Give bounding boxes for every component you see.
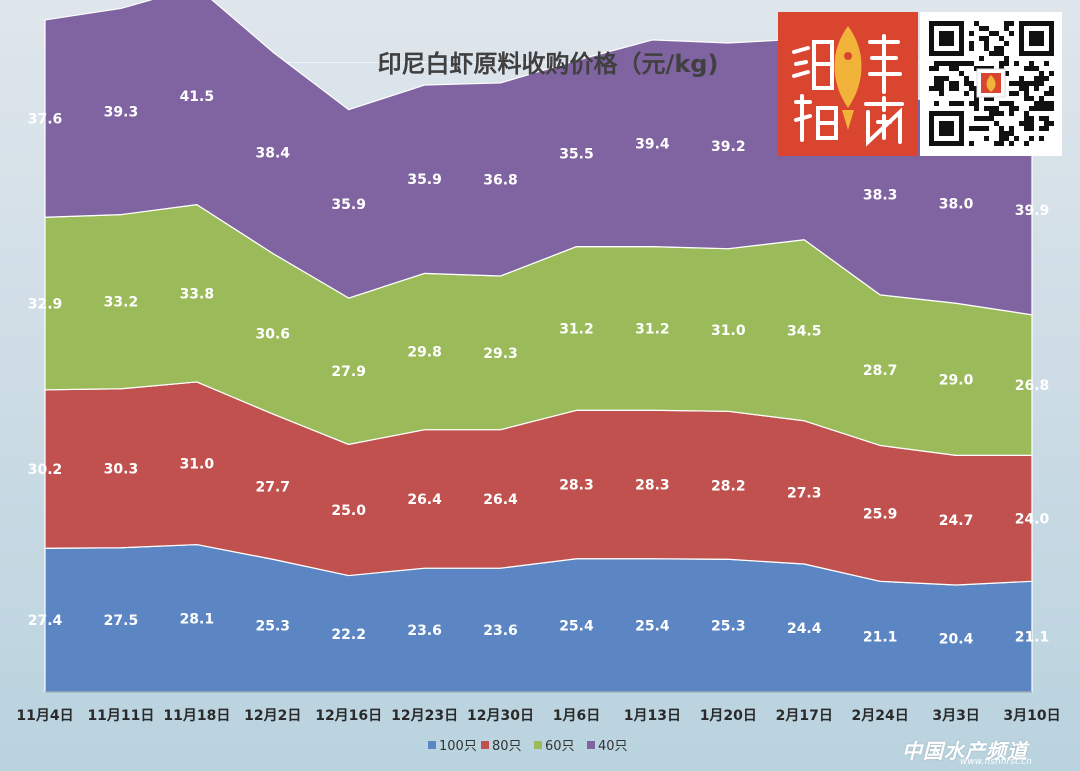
data-label: 35.9 <box>407 172 442 188</box>
data-label: 27.4 <box>28 613 63 629</box>
data-label: 28.3 <box>635 478 670 494</box>
data-label: 21.1 <box>1015 630 1050 646</box>
legend-swatch <box>481 741 489 749</box>
data-label: 28.3 <box>559 478 594 494</box>
data-label: 29.0 <box>939 372 974 388</box>
data-label: 41.5 <box>180 89 215 105</box>
x-tick-label: 1月20日 <box>700 708 757 724</box>
data-label: 34.5 <box>787 323 822 339</box>
x-tick-label: 3月10日 <box>1003 708 1060 724</box>
data-label: 25.4 <box>559 618 594 634</box>
data-label: 23.6 <box>407 623 442 639</box>
x-tick-label: 12月23日 <box>391 708 458 724</box>
data-label: 33.8 <box>180 286 215 302</box>
legend-label: 80只 <box>492 739 522 754</box>
data-labels: 27.4 27.5 28.1 25.3 22.2 23.6 23.6 25.4 25.4 25.3… <box>28 89 1050 648</box>
data-label: 30.2 <box>28 462 63 478</box>
legend-swatch <box>428 741 436 749</box>
data-label: 28.7 <box>863 363 898 379</box>
qr-code[interactable] <box>920 12 1062 156</box>
chart-title: 印尼白虾原料收购价格（元/kg) <box>378 50 719 78</box>
data-label: 30.3 <box>104 461 139 477</box>
data-label: 30.6 <box>255 327 290 343</box>
data-label: 31.0 <box>180 456 215 472</box>
data-label: 31.2 <box>559 321 594 337</box>
data-label: 25.3 <box>255 619 290 635</box>
data-label: 25.0 <box>331 503 366 519</box>
data-label: 27.7 <box>255 480 290 496</box>
legend-swatch <box>587 741 595 749</box>
data-label: 35.9 <box>331 197 366 213</box>
legend-label: 60只 <box>545 739 575 754</box>
data-label: 38.4 <box>255 146 290 162</box>
data-label: 29.3 <box>483 346 518 362</box>
data-label: 28.2 <box>711 478 746 494</box>
data-label: 27.5 <box>104 613 139 629</box>
data-label: 26.4 <box>407 492 442 508</box>
data-label: 24.4 <box>787 621 822 637</box>
data-label: 27.3 <box>787 485 822 501</box>
data-label: 20.4 <box>939 631 974 647</box>
legend-swatch <box>534 741 542 749</box>
watermark-text: 中国水产频道 <box>902 739 1028 763</box>
watermark-url: www.fishfirst.cn <box>960 757 1032 767</box>
data-label: 28.1 <box>180 611 215 627</box>
data-label: 39.2 <box>711 139 746 155</box>
data-label: 35.5 <box>559 146 594 162</box>
x-tick-label: 12月16日 <box>315 708 382 724</box>
x-tick-label: 11月18日 <box>163 708 230 724</box>
x-axis: 11月4日 11月11日 11月18日 12月2日 12月16日 12月23日 12月30日… <box>16 691 1061 724</box>
legend-label: 100只 <box>439 739 477 754</box>
data-label: 23.6 <box>483 623 518 639</box>
x-tick-label: 1月6日 <box>553 708 600 724</box>
data-label: 29.8 <box>407 345 442 361</box>
x-tick-label: 12月2日 <box>244 708 301 724</box>
data-label: 36.8 <box>483 172 518 188</box>
data-label: 38.3 <box>863 187 898 203</box>
data-label: 39.9 <box>1015 203 1050 219</box>
data-label: 21.1 <box>863 630 898 646</box>
data-label: 31.0 <box>711 323 746 339</box>
data-label: 33.2 <box>104 295 139 311</box>
x-tick-label: 2月17日 <box>776 708 833 724</box>
x-tick-label: 12月30日 <box>467 708 534 724</box>
x-tick-label: 3月3日 <box>932 708 979 724</box>
data-label: 27.9 <box>331 364 366 380</box>
data-label: 24.0 <box>1015 511 1050 527</box>
legend-label: 40只 <box>598 739 628 754</box>
data-label: 39.3 <box>104 105 139 121</box>
x-tick-label: 11月11日 <box>87 708 154 724</box>
data-label: 39.4 <box>635 136 670 152</box>
brand-logo <box>778 12 918 156</box>
x-tick-label: 1月13日 <box>624 708 681 724</box>
legend: 100只 80只 60只 40只 <box>428 739 628 754</box>
data-label: 25.4 <box>635 618 670 634</box>
data-label: 32.9 <box>28 297 63 313</box>
data-label: 31.2 <box>635 321 670 337</box>
data-label: 26.8 <box>1015 378 1050 394</box>
data-label: 26.4 <box>483 492 518 508</box>
data-label: 37.6 <box>28 112 63 128</box>
data-label: 24.7 <box>939 513 974 529</box>
x-tick-label: 2月24日 <box>852 708 909 724</box>
data-label: 22.2 <box>331 627 366 643</box>
x-tick-label: 11月4日 <box>16 708 73 724</box>
data-label: 25.9 <box>863 506 898 522</box>
data-label: 25.3 <box>711 619 746 635</box>
data-label: 38.0 <box>939 197 974 213</box>
